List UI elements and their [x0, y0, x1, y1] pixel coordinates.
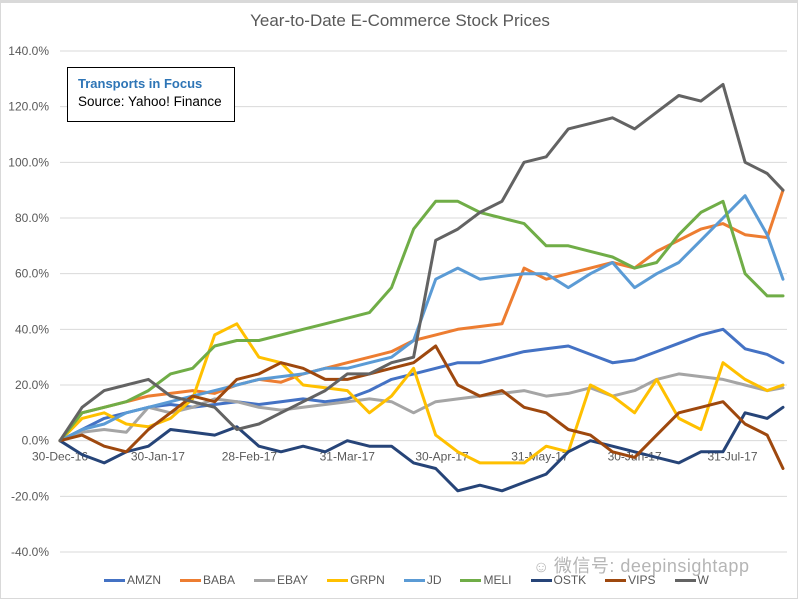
y-tick-label: 100.0%: [8, 155, 49, 169]
y-tick-label: -20.0%: [11, 489, 49, 503]
series-lines: [58, 82, 785, 493]
legend-label: JD: [426, 573, 442, 587]
wechat-icon: ☺: [533, 559, 550, 576]
legend-swatch: [254, 578, 276, 582]
series-line-baba: [58, 188, 785, 443]
legend-swatch: [460, 578, 482, 582]
legend-label: EBAY: [277, 573, 309, 587]
series-line-meli: [58, 199, 785, 443]
y-tick-label: 140.0%: [8, 44, 49, 58]
annotation-box: Transports in Focus Source: Yahoo! Finan…: [67, 67, 235, 122]
y-tick-label: 80.0%: [15, 211, 49, 225]
legend-label: BABA: [203, 573, 236, 587]
y-tick-label: 60.0%: [15, 267, 49, 281]
legend-label: OSTK: [553, 573, 587, 587]
legend-item-baba: BABA: [180, 573, 235, 587]
y-axis-ticks: 140.0% 120.0% 100.0% 80.0% 60.0% 40.0% 20.0% 0.…: [8, 44, 49, 559]
y-tick-label: 0.0%: [22, 434, 50, 448]
y-tick-label: -40.0%: [11, 545, 49, 559]
legend-item-vips: VIPS: [605, 573, 656, 587]
legend-swatch: [530, 578, 552, 582]
series-line-grpn: [58, 322, 785, 465]
annotation-title: Transports in Focus: [78, 76, 203, 91]
legend-item-grpn: GRPN: [327, 573, 385, 587]
legend-swatch: [674, 578, 696, 582]
legend-label: VIPS: [628, 573, 656, 587]
series-line-w: [58, 82, 785, 443]
y-tick-label: 120.0%: [8, 100, 49, 114]
legend-item-ebay: EBAY: [254, 573, 308, 587]
legend-item-amzn: AMZN: [104, 573, 161, 587]
x-tick-label: 28-Feb-17: [222, 450, 278, 464]
legend-label: MELI: [483, 573, 512, 587]
y-tick-label: 20.0%: [15, 378, 49, 392]
legend-item-meli: MELI: [460, 573, 512, 587]
series-line-vips: [58, 344, 785, 470]
y-tick-label: 40.0%: [15, 322, 49, 336]
legend-swatch: [327, 578, 349, 582]
annotation-source: Source: Yahoo! Finance: [78, 94, 222, 109]
legend-swatch: [403, 578, 425, 582]
series-line-ostk: [58, 405, 785, 493]
watermark: ☺ 微信号: deepinsightapp: [533, 552, 749, 578]
gridlines: [60, 50, 787, 553]
legend-label: AMZN: [127, 573, 161, 587]
legend-swatch: [104, 578, 125, 582]
chart-legend: AMZN BABA EBAY GRPN JD MELI OSTK VIPS W: [104, 570, 728, 590]
legend-item-jd: JD: [403, 573, 442, 587]
x-tick-label: 31-Mar-17: [320, 450, 376, 464]
chart-title: Year-to-Date E-Commerce Stock Prices: [250, 11, 550, 30]
legend-label: W: [697, 573, 709, 587]
watermark-text: 微信号: deepinsightapp: [553, 556, 750, 576]
x-tick-label: 30-Dec-16: [32, 450, 88, 464]
legend-item-ostk: OSTK: [530, 573, 587, 587]
legend-item-w: W: [674, 573, 709, 587]
legend-swatch: [605, 578, 627, 582]
x-tick-label: 30-Apr-17: [415, 450, 469, 464]
legend-label: GRPN: [350, 573, 385, 587]
legend-swatch: [180, 578, 201, 582]
x-tick-label: 30-Jan-17: [131, 450, 185, 464]
